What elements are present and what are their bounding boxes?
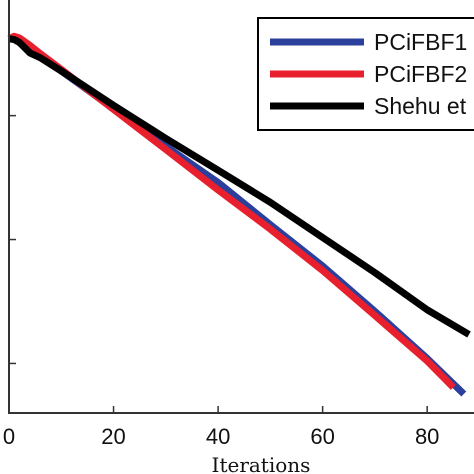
axis-ticks <box>8 114 428 413</box>
x-tick-label-0: 0 <box>3 424 15 449</box>
legend-label-3: Shehu et <box>374 93 467 119</box>
x-axis-label: Iterations <box>212 453 311 474</box>
legend: PCiFBF1 PCiFBF2 Shehu et <box>257 17 474 131</box>
series-line-3 <box>8 35 471 338</box>
legend-label-2: PCiFBF2 <box>374 61 467 87</box>
series-lines <box>7 32 471 397</box>
x-tick-label-80: 80 <box>415 424 439 449</box>
legend-label-1: PCiFBF1 <box>374 29 467 55</box>
x-tick-labels: 0 20 40 60 80 <box>3 424 440 449</box>
series-line-2 <box>7 32 456 390</box>
x-tick-label-60: 60 <box>310 424 334 449</box>
x-tick-label-20: 20 <box>101 424 125 449</box>
plot-frame <box>8 0 474 414</box>
x-tick-label-40: 40 <box>206 424 230 449</box>
